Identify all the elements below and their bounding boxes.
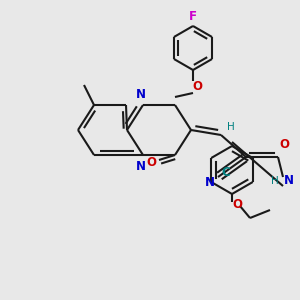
Text: N: N <box>205 176 215 190</box>
Text: C: C <box>222 167 230 179</box>
Text: H: H <box>271 176 279 186</box>
Text: O: O <box>146 157 156 169</box>
Text: N: N <box>136 88 146 101</box>
Text: O: O <box>192 80 202 94</box>
Text: O: O <box>232 197 242 211</box>
Text: N: N <box>136 160 146 172</box>
Text: H: H <box>227 122 235 132</box>
Text: F: F <box>189 10 197 22</box>
Text: N: N <box>284 175 294 188</box>
Text: O: O <box>279 139 289 152</box>
